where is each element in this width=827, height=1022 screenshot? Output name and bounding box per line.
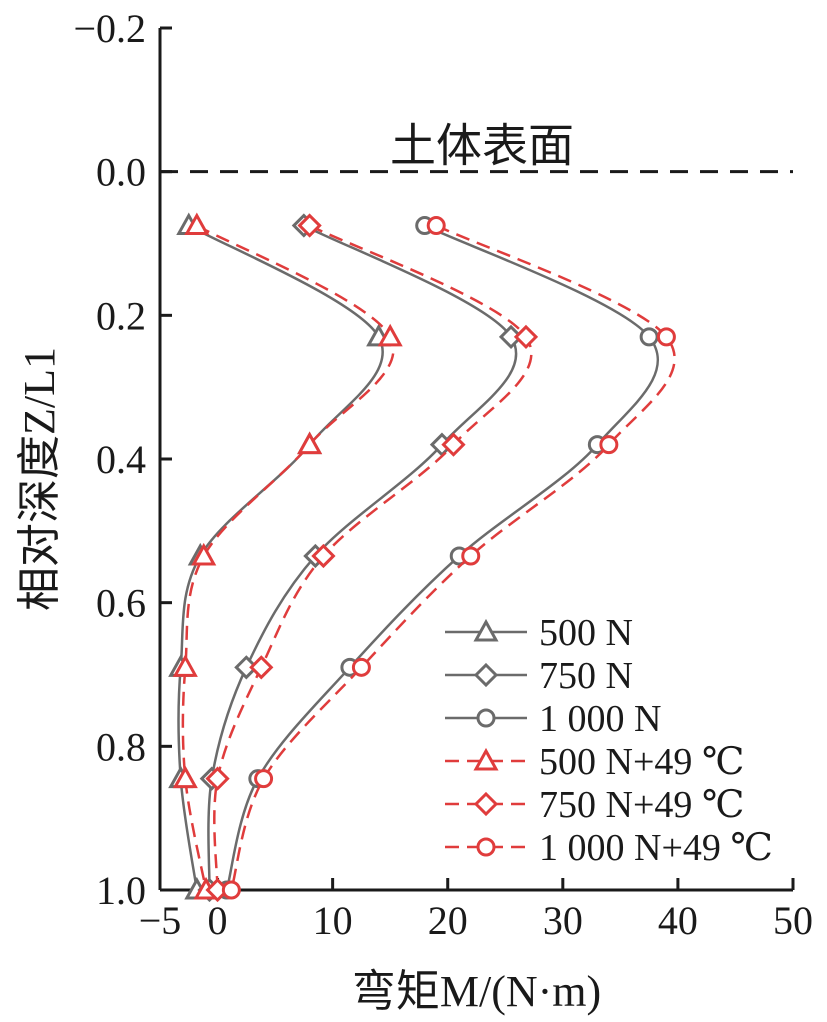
data-point-triangle bbox=[191, 542, 217, 566]
x-tick-label: 0 bbox=[208, 898, 228, 943]
legend-label: 750 N+49 ℃ bbox=[539, 784, 744, 826]
series-line bbox=[213, 224, 533, 891]
y-tick-label: 0.8 bbox=[96, 724, 146, 769]
data-point-circle bbox=[351, 657, 371, 677]
data-point-circle bbox=[639, 327, 659, 347]
data-point-triangle bbox=[297, 431, 323, 455]
x-tick-label: 10 bbox=[313, 898, 353, 943]
legend-marker-diamond bbox=[473, 791, 499, 817]
legend-marker-circle bbox=[476, 837, 496, 857]
legend-label: 500 N bbox=[539, 612, 633, 654]
legend-label: 1 000 N bbox=[539, 698, 661, 740]
series-line bbox=[230, 224, 676, 891]
data-point-circle bbox=[461, 546, 481, 566]
data-point-circle bbox=[221, 880, 241, 900]
data-point-diamond bbox=[441, 432, 466, 457]
series-line bbox=[181, 224, 395, 891]
data-point-diamond bbox=[513, 324, 539, 350]
legend-item: 750 N bbox=[445, 655, 633, 697]
legend-marker-triangle bbox=[473, 747, 499, 771]
y-axis-title: 相对深度Z/L1 bbox=[15, 347, 64, 611]
series-layer bbox=[168, 212, 676, 903]
data-point-circle bbox=[599, 435, 619, 455]
legend-item: 500 N bbox=[445, 612, 633, 654]
legend-marker-circle bbox=[476, 708, 496, 728]
y-tick-label: 1.0 bbox=[96, 868, 146, 913]
data-point-circle bbox=[254, 769, 274, 789]
data-point-circle bbox=[426, 216, 446, 236]
legend-item: 1 000 N bbox=[445, 698, 661, 740]
series-6 bbox=[221, 216, 676, 900]
legend-item: 1 000 N+49 ℃ bbox=[445, 827, 773, 869]
y-tick-label: 0.2 bbox=[96, 293, 146, 338]
data-point-diamond bbox=[205, 766, 230, 791]
legend-label: 1 000 N+49 ℃ bbox=[539, 827, 773, 869]
y-tick-label: −0.2 bbox=[73, 6, 146, 51]
legend-marker-triangle bbox=[473, 618, 499, 642]
data-point-diamond bbox=[297, 213, 322, 238]
y-tick-label: 0.6 bbox=[96, 581, 146, 626]
legend-marker-diamond bbox=[473, 662, 499, 688]
series-5 bbox=[205, 213, 539, 903]
x-tick-label: 50 bbox=[773, 898, 813, 943]
y-tick-label: 0.0 bbox=[96, 150, 146, 195]
data-point-triangle bbox=[172, 765, 198, 789]
legend-label: 500 N+49 ℃ bbox=[539, 741, 744, 783]
soil-surface-annotation: 土体表面 bbox=[160, 121, 793, 174]
axes: −5 0 10 20 30 40 50 −0.2 0.0 0.2 0.4 0.6 0.8 1.0 bbox=[73, 6, 813, 943]
data-point-triangle bbox=[172, 654, 198, 677]
legend-item: 500 N+49 ℃ bbox=[445, 741, 744, 783]
legend-item: 750 N+49 ℃ bbox=[445, 784, 744, 826]
data-point-diamond bbox=[311, 543, 336, 569]
legend-label: 750 N bbox=[539, 655, 633, 697]
x-tick-label: 40 bbox=[658, 898, 698, 943]
soil-surface-label: 土体表面 bbox=[390, 121, 574, 172]
x-tick-label: −5 bbox=[139, 898, 182, 943]
series-line bbox=[225, 224, 660, 891]
data-point-circle bbox=[656, 327, 676, 347]
y-tick-label: 0.4 bbox=[96, 437, 146, 482]
x-tick-label: 20 bbox=[428, 898, 468, 943]
data-point-triangle bbox=[377, 323, 403, 347]
data-point-triangle bbox=[184, 212, 210, 236]
x-axis-title: 弯矩M/(N·m) bbox=[352, 967, 601, 1016]
x-tick-label: 30 bbox=[543, 898, 583, 943]
data-point-diamond bbox=[249, 655, 274, 680]
